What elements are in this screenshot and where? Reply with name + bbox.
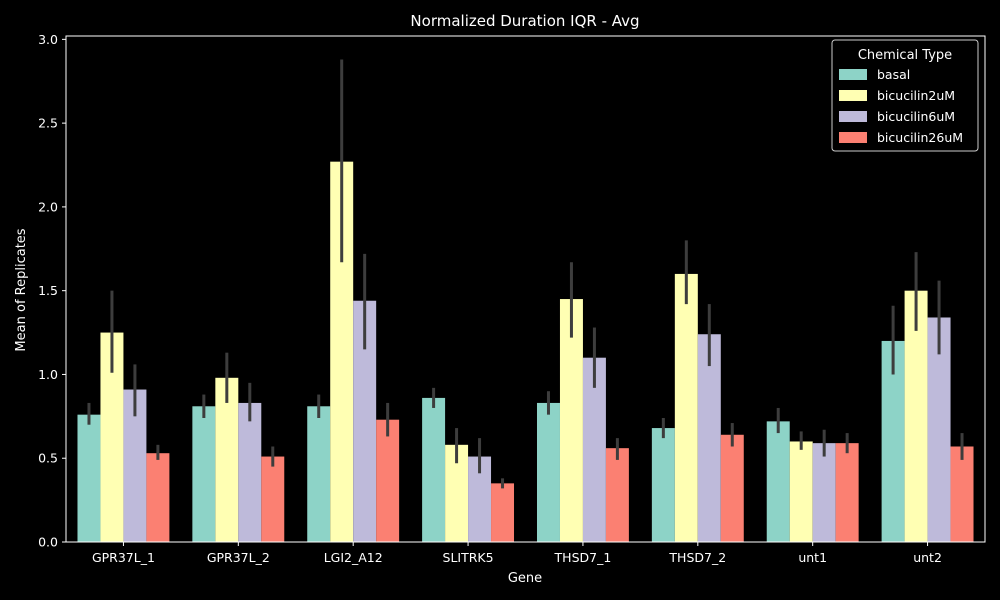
bar-bicucilin6uM-THSD7_2 xyxy=(697,334,721,542)
error-bars-group xyxy=(87,59,964,489)
bar-bicucilin6uM-unt2 xyxy=(927,317,951,542)
plot-frame xyxy=(65,35,986,543)
y-tick-label: 3.0 xyxy=(38,32,58,47)
bar-basal-SLITRK5 xyxy=(422,397,446,542)
x-tick-label: GPR37L_2 xyxy=(207,550,270,565)
bar-bicucilin6uM-unt1 xyxy=(812,443,836,542)
bar-bicucilin26uM-unt1 xyxy=(835,443,859,542)
y-tick-label: 1.0 xyxy=(38,367,58,382)
bar-bicucilin6uM-GPR37L_1 xyxy=(123,389,147,542)
y-tick-label: 0.5 xyxy=(38,451,58,466)
bar-bicucilin26uM-GPR37L_1 xyxy=(146,453,170,542)
bar-bicucilin6uM-THSD7_1 xyxy=(582,357,606,542)
chart-title: Normalized Duration IQR - Avg xyxy=(410,12,639,30)
bar-bicucilin2uM-unt1 xyxy=(789,441,813,542)
bar-bicucilin2uM-LGI2_A12 xyxy=(330,161,354,543)
legend: Chemical Type basal bicucilin2uM bicucilin… xyxy=(831,39,979,152)
legend-frame xyxy=(831,39,979,152)
legend-label-basal: basal xyxy=(877,67,910,82)
bar-bicucilin26uM-LGI2_A12 xyxy=(376,419,400,542)
axes-group: 0.0 0.5 1.0 1.5 2.0 2.5 3.0 GPR37L_1 GPR37L_2 LGI… xyxy=(38,32,986,565)
bar-bicucilin26uM-THSD7_2 xyxy=(720,434,744,542)
x-tick-label: THSD7_2 xyxy=(668,550,726,565)
x-tick-label: unt2 xyxy=(913,550,942,565)
bar-basal-THSD7_1 xyxy=(536,402,560,542)
bar-bicucilin6uM-GPR37L_2 xyxy=(238,402,262,542)
x-tick-label: SLITRK5 xyxy=(443,550,494,565)
bar-basal-THSD7_2 xyxy=(651,428,675,542)
bar-bicucilin26uM-GPR37L_2 xyxy=(261,456,285,542)
bar-basal-unt1 xyxy=(766,421,790,542)
legend-swatch-bicucilin2uM xyxy=(839,90,867,101)
y-axis-label: Mean of Replicates xyxy=(14,228,29,351)
y-tick-label: 2.5 xyxy=(38,116,58,131)
bar-basal-GPR37L_1 xyxy=(77,414,101,542)
x-tick-label: THSD7_1 xyxy=(554,550,612,565)
bar-bicucilin26uM-THSD7_1 xyxy=(605,448,629,542)
y-tick-label: 0.0 xyxy=(38,535,58,550)
bar-bicucilin2uM-THSD7_1 xyxy=(559,299,583,542)
bar-bicucilin6uM-SLITRK5 xyxy=(468,456,492,542)
bar-bicucilin26uM-SLITRK5 xyxy=(491,483,515,542)
legend-swatch-bicucilin26uM xyxy=(839,132,867,143)
bar-basal-GPR37L_2 xyxy=(192,406,216,542)
bars-group xyxy=(77,161,974,543)
y-tick-label: 2.0 xyxy=(38,199,58,214)
bar-bicucilin2uM-GPR37L_2 xyxy=(215,377,239,542)
bar-bicucilin6uM-LGI2_A12 xyxy=(353,300,377,542)
x-axis-label: Gene xyxy=(508,571,542,586)
bar-bicucilin26uM-unt2 xyxy=(950,446,974,542)
legend-label-bicucilin6uM: bicucilin6uM xyxy=(877,109,955,124)
legend-label-bicucilin2uM: bicucilin2uM xyxy=(877,88,955,103)
legend-title: Chemical Type xyxy=(858,48,952,63)
x-tick-label: unt1 xyxy=(798,550,827,565)
bar-bicucilin2uM-THSD7_2 xyxy=(674,273,698,542)
bar-basal-LGI2_A12 xyxy=(307,406,331,542)
legend-label-bicucilin26uM: bicucilin26uM xyxy=(877,130,963,145)
bar-bicucilin2uM-SLITRK5 xyxy=(445,444,469,542)
legend-swatch-bicucilin6uM xyxy=(839,111,867,122)
bar-bicucilin2uM-unt2 xyxy=(904,290,928,542)
bar-basal-unt2 xyxy=(881,340,905,542)
legend-swatch-basal xyxy=(839,69,867,80)
x-tick-label: LGI2_A12 xyxy=(324,550,383,565)
y-tick-label: 1.5 xyxy=(38,283,58,298)
x-tick-label: GPR37L_1 xyxy=(92,550,155,565)
bar-bicucilin2uM-GPR37L_1 xyxy=(100,332,124,542)
